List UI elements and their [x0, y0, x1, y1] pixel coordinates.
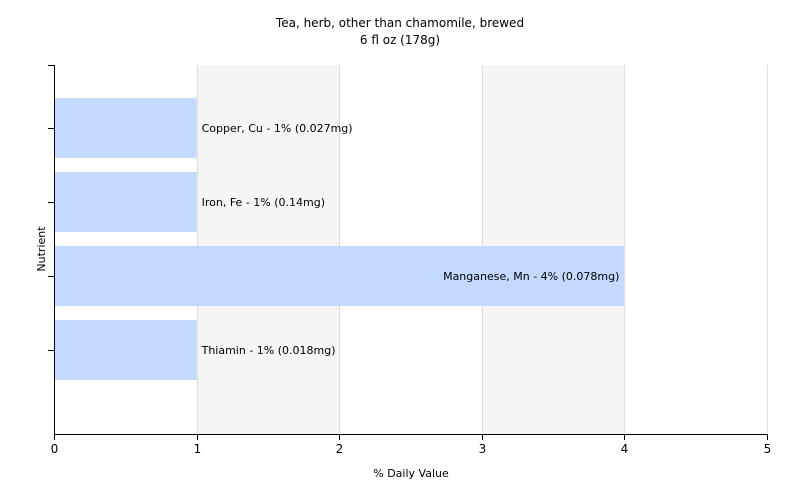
x-tick-label: 1 — [194, 442, 202, 456]
axes — [48, 65, 768, 440]
x-tick-label: 2 — [336, 442, 344, 456]
x-tick-label: 5 — [764, 442, 772, 456]
x-tick-label: 4 — [621, 442, 629, 456]
bars — [54, 98, 625, 380]
labels: Copper, Cu - 1% (0.027mg) Iron, Fe - 1% (… — [51, 122, 772, 456]
chart-title: Tea, herb, other than chamomile, brewed — [275, 16, 524, 30]
bar — [54, 320, 197, 380]
y-axis-title: Nutrient — [35, 226, 48, 272]
bar — [54, 172, 197, 232]
bar-data-label: Manganese, Mn - 4% (0.078mg) — [443, 270, 619, 283]
bar-data-label: Copper, Cu - 1% (0.027mg) — [202, 122, 353, 135]
x-tick-label: 3 — [479, 442, 487, 456]
chart-subtitle: 6 fl oz (178g) — [360, 33, 440, 47]
bar-data-label: Thiamin - 1% (0.018mg) — [201, 344, 336, 357]
x-axis-title: % Daily Value — [373, 467, 449, 480]
bar-data-label: Iron, Fe - 1% (0.14mg) — [202, 196, 325, 209]
bar — [54, 98, 197, 158]
bar — [54, 246, 625, 306]
x-tick-label: 0 — [51, 442, 59, 456]
